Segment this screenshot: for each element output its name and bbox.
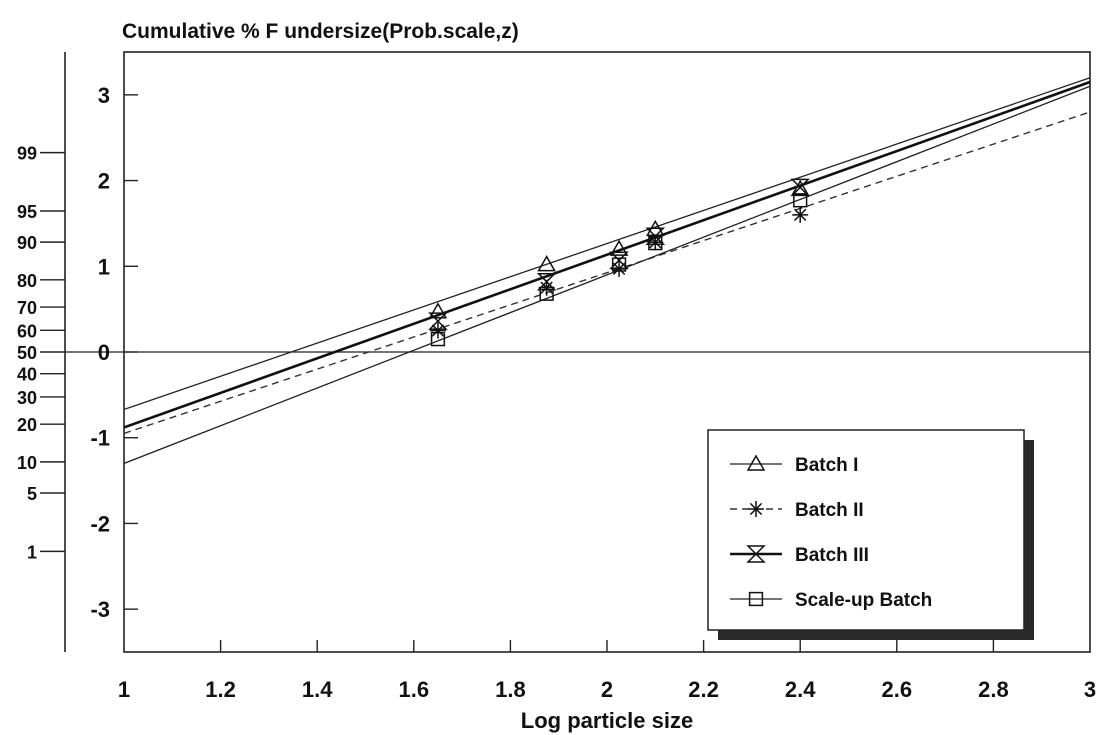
data-point-series-1 [609, 239, 629, 256]
secondary-tick-label: 60 [17, 321, 37, 341]
secondary-tick-label: 70 [17, 298, 37, 318]
secondary-tick-label: 20 [17, 415, 37, 435]
data-point-series-3 [609, 251, 629, 270]
legend-label: Batch II [795, 500, 864, 521]
data-point-series-4 [611, 257, 627, 272]
legend-item: Scale-up Batch [730, 590, 932, 611]
legend-label: Batch III [795, 545, 869, 566]
y-tick-label: 2 [98, 169, 110, 194]
y-tick-label: -3 [90, 597, 110, 622]
fit-line-series-1 [123, 77, 1091, 411]
x-tick-label: 2.4 [785, 677, 816, 702]
x-axis-label: Log particle size [521, 708, 693, 733]
x-tick-label: 1.6 [399, 677, 430, 702]
legend-label: Batch I [795, 455, 858, 476]
secondary-tick-label: 5 [27, 484, 37, 504]
secondary-tick-label: 95 [17, 202, 37, 222]
x-tick-label: 2 [601, 677, 613, 702]
data-point-series-3 [645, 227, 666, 246]
x-tick-label: 2.6 [882, 677, 913, 702]
legend-marker [748, 501, 764, 517]
secondary-tick-label: 40 [17, 365, 37, 385]
data-point-series-2 [792, 206, 809, 223]
legend-item: Batch III [730, 545, 869, 566]
secondary-tick-label: 1 [27, 542, 37, 562]
y-tick-label: 0 [98, 340, 110, 365]
x-tick-label: 1.4 [302, 677, 333, 702]
fit-line-series-4 [123, 85, 1091, 465]
data-point-series-4 [648, 235, 663, 251]
x-tick-label: 1.2 [205, 677, 236, 702]
data-point-series-3 [428, 312, 448, 330]
y-tick-label: 1 [98, 254, 110, 279]
legend-item: Batch II [730, 500, 864, 521]
data-point-series-4 [539, 286, 554, 301]
fit-lines [123, 77, 1091, 465]
secondary-tick-label: 50 [17, 343, 37, 363]
x-tick-label: 3 [1084, 677, 1096, 702]
legend-item: Batch I [730, 454, 858, 476]
data-point-series-1 [428, 302, 448, 319]
secondary-tick-label: 99 [17, 144, 37, 164]
fit-line-series-2 [123, 111, 1091, 435]
secondary-tick-label: 10 [17, 453, 37, 473]
y-tick-label: 3 [98, 83, 110, 108]
legend-marker [746, 454, 766, 471]
legend-marker [746, 545, 766, 563]
legend: Batch I Batch II Batch III Scale-up Batch [707, 429, 1034, 640]
y-tick-label: -2 [90, 511, 110, 536]
data-point-series-1 [537, 255, 556, 272]
fit-line-series-3 [123, 80, 1091, 429]
x-axis-ticks: 1 1.2 1.4 1.6 1.8 2 2.2 2.4 2.6 2.8 3 [118, 640, 1096, 702]
x-tick-label: 2.2 [688, 677, 719, 702]
y-tick-label: -1 [90, 426, 110, 451]
x-tick-label: 1.8 [495, 677, 526, 702]
legend-label: Scale-up Batch [795, 590, 932, 611]
data-point-series-2 [429, 322, 446, 339]
secondary-tick-label: 30 [17, 388, 37, 408]
legend-marker [748, 591, 764, 607]
x-tick-label: 1 [118, 677, 130, 702]
data-point-series-3 [536, 272, 557, 291]
secondary-tick-label: 90 [17, 233, 37, 253]
data-point-series-3 [790, 178, 811, 197]
x-tick-label: 2.8 [978, 677, 1009, 702]
data-points [428, 178, 811, 347]
data-point-series-4 [793, 193, 808, 208]
y-axis-ticks: 3 2 1 0 -1 -2 -3 [90, 83, 138, 622]
chart-title: Cumulative % F undersize(Prob.scale,z) [122, 20, 519, 43]
data-point-series-4 [430, 331, 446, 347]
secondary-tick-label: 80 [17, 271, 37, 291]
